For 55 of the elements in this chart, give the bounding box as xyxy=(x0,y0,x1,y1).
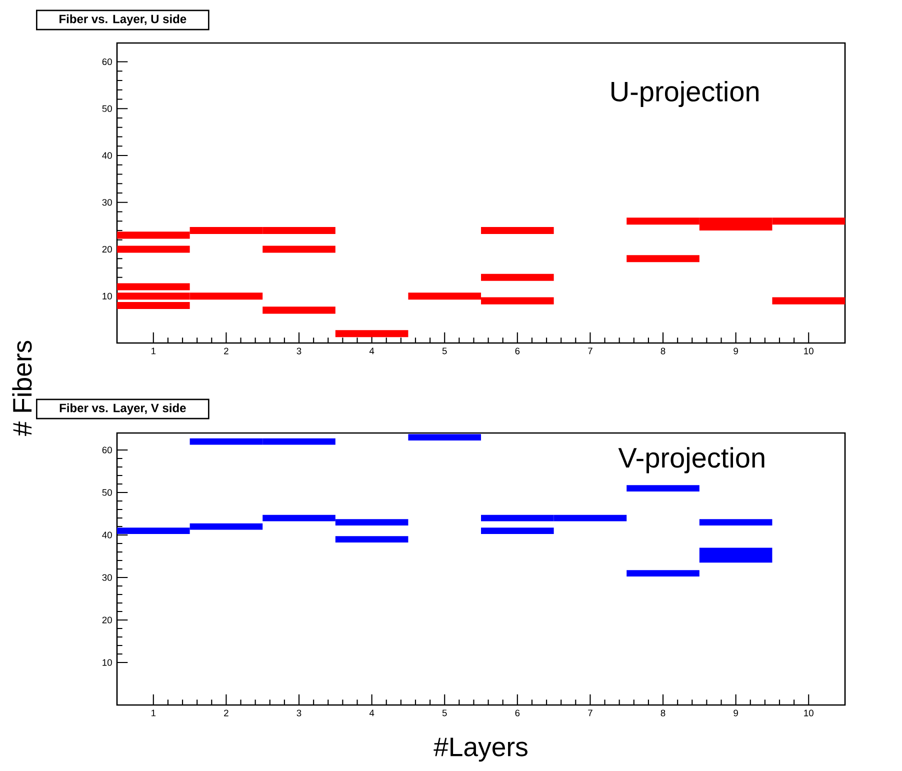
y-tick-label: 50 xyxy=(102,489,112,496)
x-tick-label: 2 xyxy=(224,348,228,354)
x-tick-label: 9 xyxy=(734,348,738,354)
chart-title: Fiber vs. Layer, V side xyxy=(60,403,186,415)
annotation: V-projection xyxy=(618,447,764,474)
x-tick-label: 3 xyxy=(296,348,302,354)
bar xyxy=(262,246,336,253)
x-tick-label: 8 xyxy=(660,348,666,354)
y-tick-label: 60 xyxy=(102,58,112,66)
x-tick-label: 4 xyxy=(369,710,374,716)
x-tick-label: 5 xyxy=(442,710,447,716)
x-tick-label: 1 xyxy=(152,348,156,354)
x-tick-label: 10 xyxy=(804,710,814,716)
bar xyxy=(117,246,190,253)
y-tick-label: 40 xyxy=(102,532,112,538)
y-tick-label: 30 xyxy=(102,199,112,206)
bar xyxy=(481,274,554,281)
y-tick-label: 10 xyxy=(102,292,112,300)
x-tick-label: 7 xyxy=(588,710,592,716)
y-tick-label: 20 xyxy=(102,616,112,624)
x-tick-label: 4 xyxy=(369,348,374,354)
y-tick-label: 30 xyxy=(102,574,112,581)
bar xyxy=(626,485,700,492)
annotation: U-projection xyxy=(612,80,758,108)
y-tick-label: 10 xyxy=(102,659,112,666)
x-tick-label: 3 xyxy=(296,710,302,716)
bar xyxy=(335,536,408,542)
bar xyxy=(481,528,554,534)
bar xyxy=(626,570,700,576)
x-tick-label: 10 xyxy=(804,348,814,354)
y-axis-title: # Fibers xyxy=(12,340,32,436)
x-tick-label: 9 xyxy=(734,710,738,716)
y-tick-label: 40 xyxy=(102,152,112,159)
bar xyxy=(699,548,772,563)
bar xyxy=(772,297,846,304)
x-tick-label: 1 xyxy=(152,710,156,716)
x-tick-label: 2 xyxy=(224,710,228,716)
bar xyxy=(117,283,190,290)
x-axis-title: #Layers xyxy=(434,738,528,762)
y-tick-label: 20 xyxy=(102,246,112,253)
x-tick-label: 5 xyxy=(442,348,447,354)
x-tick-label: 7 xyxy=(588,348,592,354)
bar xyxy=(699,519,772,526)
bar xyxy=(481,226,554,234)
bar xyxy=(335,330,408,338)
bar xyxy=(117,302,190,310)
chart-title: Fiber vs. Layer, U side xyxy=(60,14,186,26)
y-tick-label: 50 xyxy=(102,105,112,112)
bar xyxy=(408,434,482,440)
bar xyxy=(626,255,700,262)
bar xyxy=(262,306,336,314)
x-tick-label: 6 xyxy=(515,710,520,716)
y-tick-label: 60 xyxy=(102,446,112,454)
x-tick-label: 6 xyxy=(515,348,520,354)
x-tick-label: 8 xyxy=(660,710,666,716)
